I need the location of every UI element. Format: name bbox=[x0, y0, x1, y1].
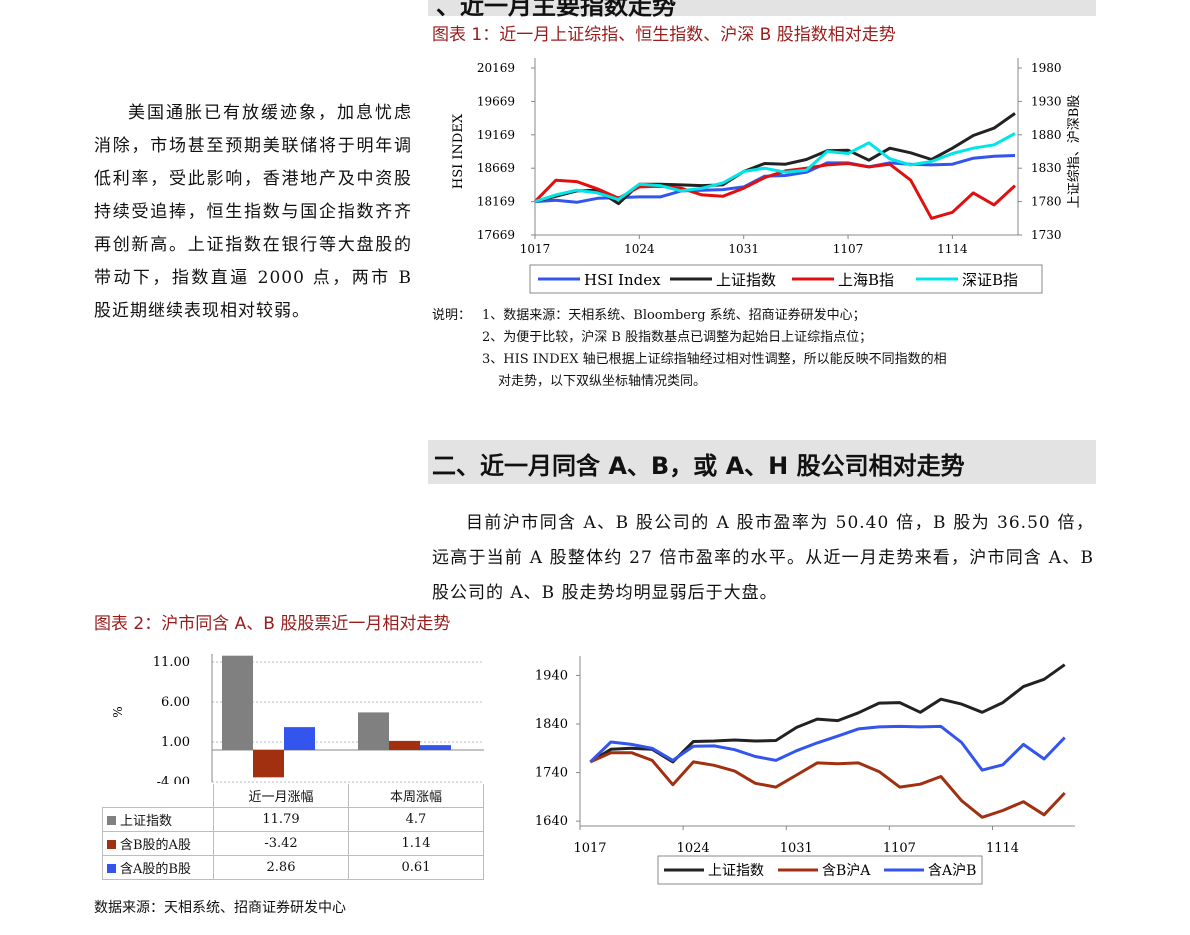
y-tick-label: 11.00 bbox=[153, 655, 190, 670]
table-row-label: 含B股的A股 bbox=[102, 831, 214, 856]
legend-label: 上海B指 bbox=[838, 271, 894, 289]
table-cell: 4.7 bbox=[348, 807, 484, 832]
left-tick-label: 19169 bbox=[477, 128, 515, 142]
y-tick-label: 1940 bbox=[535, 668, 568, 683]
y-tick-label: 1640 bbox=[535, 814, 568, 829]
x-tick-label: 1031 bbox=[780, 841, 813, 856]
y-axis-title: % bbox=[111, 706, 125, 717]
table-cell: 1.14 bbox=[348, 831, 484, 856]
series-line bbox=[534, 132, 1016, 204]
note-3: 3、HIS INDEX 轴已根据上证综指轴经过相对性调整，所以能反映不同指数的相 bbox=[482, 352, 947, 367]
right-paragraph: 目前沪市同含 A、B 股公司的 A 股市盈率为 50.40 倍，B 股为 36.… bbox=[432, 513, 1094, 603]
right-tick-label: 1880 bbox=[1031, 128, 1062, 142]
y-tick-label: 1.00 bbox=[161, 735, 190, 750]
left-axis-title: HSI INDEX bbox=[451, 113, 466, 189]
table-cell: 11.79 bbox=[213, 807, 349, 832]
right-tick-label: 1730 bbox=[1031, 228, 1062, 242]
figure-1-chart: 20169 19669 19169 18669 18169 17669 1980 1930 18… bbox=[451, 58, 1082, 294]
table-cell: 2.86 bbox=[213, 855, 349, 880]
figure-3-line-chart: 1940 1840 1740 1640 1017 1024 1031 1107 1114 上证指数… bbox=[535, 656, 1075, 885]
notes-label: 说明： bbox=[432, 308, 472, 323]
figure-2-title: 图表 2：沪市同含 A、B 股股票近一月相对走势 bbox=[94, 614, 451, 634]
legend-swatch-icon bbox=[107, 816, 116, 825]
x-tick-label: 1107 bbox=[833, 242, 864, 256]
left-tick-label: 20169 bbox=[477, 61, 515, 75]
x-tick-label: 1114 bbox=[937, 242, 968, 256]
table-cell: 0.61 bbox=[348, 855, 484, 880]
section-header-1: 、近一月主要指数走势 bbox=[428, 0, 1096, 20]
row-label-text: 含A股的B股 bbox=[120, 862, 191, 877]
row-label-text: 含B股的A股 bbox=[120, 838, 191, 853]
x-tick-label: 1114 bbox=[986, 841, 1019, 856]
right-tick-label: 1930 bbox=[1031, 94, 1062, 108]
bar bbox=[222, 655, 253, 750]
legend-label: 上证指数 bbox=[716, 271, 776, 289]
bar bbox=[420, 745, 451, 750]
table-row-label: 含A股的B股 bbox=[102, 855, 214, 880]
figure-2-data-table: 近一月涨幅 本周涨幅 上证指数 11.79 4.7 含B股的A股 -3.42 1… bbox=[102, 784, 484, 880]
table-col-header: 近一月涨幅 bbox=[213, 784, 349, 808]
note-3-cont: 对走势，以下双纵坐标轴情况类同。 bbox=[498, 374, 707, 389]
table-row-label: 上证指数 bbox=[102, 807, 214, 832]
line-chart-area: 1940 1840 1740 1640 1017 1024 1031 1107 1114 上证指数… bbox=[535, 656, 1075, 885]
right-axis-title: 上证综指、沪深B股 bbox=[1066, 95, 1082, 209]
figure-1-plot-area bbox=[533, 112, 1017, 220]
x-tick-label: 1024 bbox=[677, 841, 710, 856]
figure-1-title: 图表 1：近一月上证综指、恒生指数、沪深 B 股指数相对走势 bbox=[432, 25, 896, 45]
bar bbox=[358, 712, 389, 750]
table-col-header: 本周涨幅 bbox=[348, 784, 484, 808]
x-tick-label: 1107 bbox=[883, 841, 916, 856]
right-tick-label: 1780 bbox=[1031, 195, 1062, 209]
bar-chart-area: 11.00 6.00 1.00 -4.00% bbox=[111, 654, 484, 784]
series-line bbox=[589, 724, 1066, 772]
bar bbox=[389, 740, 420, 750]
series-line bbox=[533, 162, 1017, 220]
legend-label: HSI Index bbox=[584, 271, 661, 289]
series-line bbox=[589, 663, 1066, 764]
legend-box bbox=[657, 855, 983, 885]
table-cell: -3.42 bbox=[213, 831, 349, 856]
y-tick-label: 1740 bbox=[535, 766, 568, 781]
series-line bbox=[534, 112, 1016, 206]
note-1: 1、数据来源：天相系统、Bloomberg 系统、招商证券研发中心； bbox=[482, 308, 866, 323]
table-row: 含B股的A股 -3.42 1.14 bbox=[102, 831, 484, 856]
left-tick-label: 19669 bbox=[477, 94, 515, 108]
right-tick-label: 1830 bbox=[1031, 161, 1062, 175]
legend-swatch-icon bbox=[107, 864, 116, 873]
left-tick-label: 18669 bbox=[477, 161, 515, 175]
bar bbox=[284, 727, 315, 750]
series-line bbox=[589, 751, 1066, 819]
bar bbox=[253, 750, 284, 778]
figure-2-bar-chart: 11.00 6.00 1.00 -4.00% bbox=[111, 654, 484, 784]
section-title-2: 二、近一月同含 A、B，或 A、H 股公司相对走势 bbox=[432, 452, 965, 480]
note-2: 2、为便于比较，沪深 B 股指数基点已调整为起始日上证综指点位； bbox=[482, 330, 873, 345]
left-tick-label: 18169 bbox=[477, 195, 515, 209]
legend-label: 上证指数 bbox=[708, 863, 764, 879]
legend-label: 深证B指 bbox=[962, 271, 1018, 289]
y-tick-label: 6.00 bbox=[161, 695, 190, 710]
legend-label: 含B沪A bbox=[822, 863, 871, 879]
table-corner bbox=[102, 784, 214, 808]
x-tick-label: 1017 bbox=[520, 242, 551, 256]
x-tick-label: 1017 bbox=[573, 841, 606, 856]
data-source: 数据来源：天相系统、招商证券研发中心 bbox=[94, 900, 346, 916]
section-header-2: 二、近一月同含 A、B，或 A、H 股公司相对走势 bbox=[428, 440, 1096, 484]
figure-1-legend: HSI Index 上证指数 上海B指 深证B指 bbox=[529, 264, 1043, 294]
x-tick-label: 1031 bbox=[728, 242, 759, 256]
right-tick-label: 1980 bbox=[1031, 61, 1062, 75]
left-tick-label: 17669 bbox=[477, 228, 515, 242]
y-tick-label: 1840 bbox=[535, 717, 568, 732]
table-row: 含A股的B股 2.86 0.61 bbox=[102, 855, 484, 880]
figure-1-axes: 20169 19669 19169 18669 18169 17669 1980 1930 18… bbox=[451, 58, 1082, 256]
left-paragraph: 美国通胀已有放缓迹象，加息忧虑消除，市场甚至预期美联储将于明年调低利率，受此影响… bbox=[94, 103, 412, 321]
section-title-1: 、近一月主要指数走势 bbox=[436, 0, 676, 20]
legend-label: 含A沪B bbox=[928, 863, 976, 879]
x-tick-label: 1024 bbox=[624, 242, 655, 256]
table-row: 上证指数 11.79 4.7 bbox=[102, 807, 484, 832]
legend-swatch-icon bbox=[107, 840, 116, 849]
row-label-text: 上证指数 bbox=[120, 814, 173, 829]
y-tick-label: -4.00 bbox=[157, 775, 190, 784]
